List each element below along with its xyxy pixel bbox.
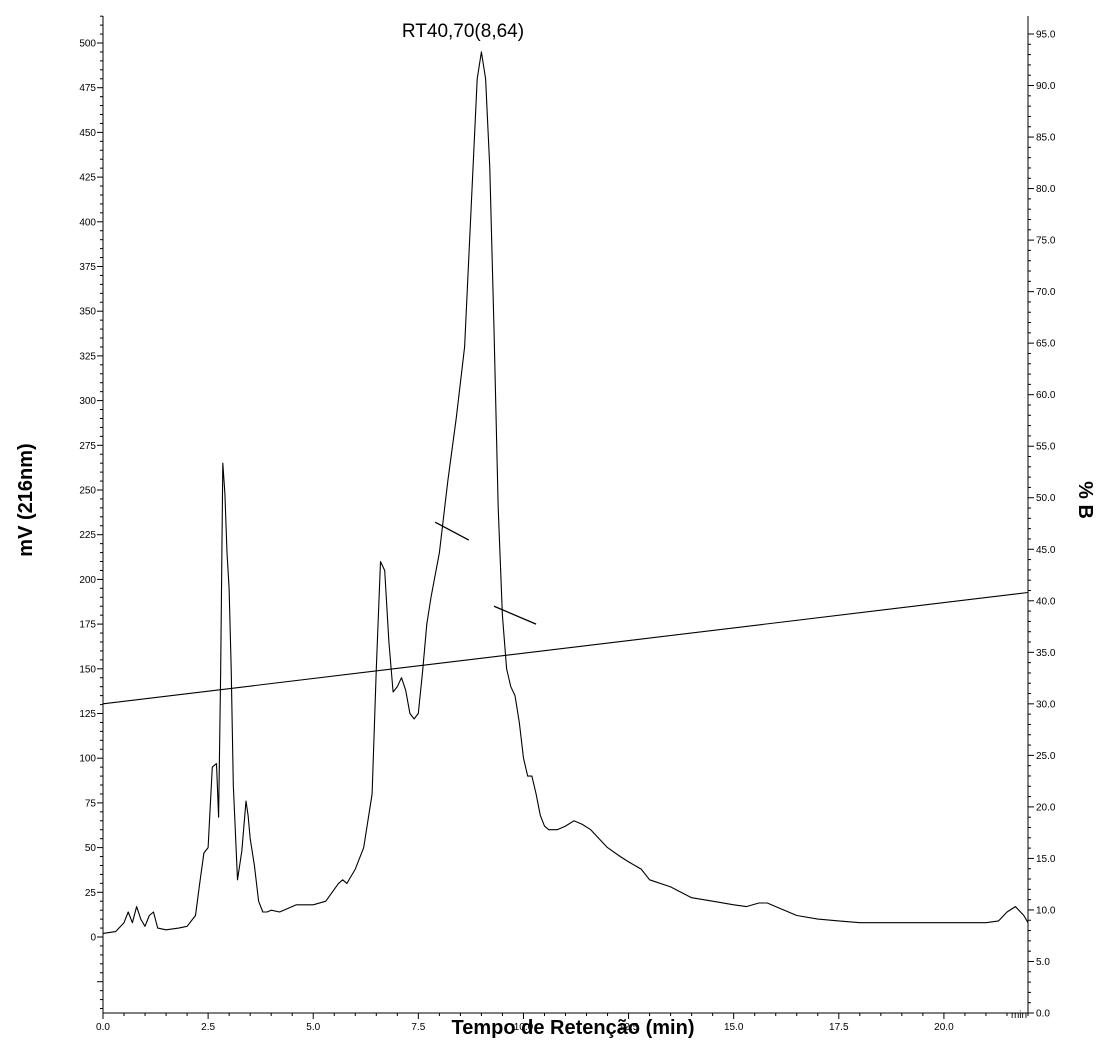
left-tick-label: 250 bbox=[79, 486, 96, 497]
left-tick-label: 0 bbox=[90, 933, 96, 944]
right-tick-label: 85.0 bbox=[1036, 133, 1056, 144]
right-tick-label: 95.0 bbox=[1036, 30, 1056, 41]
y-axis-right-label: % B bbox=[1074, 481, 1096, 519]
left-tick-label: 175 bbox=[79, 620, 96, 631]
left-tick-label: 100 bbox=[79, 754, 96, 765]
right-tick-label: 65.0 bbox=[1036, 339, 1056, 350]
peak-end-marker bbox=[493, 605, 537, 625]
left-tick-label: 225 bbox=[79, 530, 96, 541]
x-tick-label: 12.5 bbox=[619, 1022, 639, 1033]
left-tick-label: 50 bbox=[85, 843, 97, 854]
left-tick-label: 75 bbox=[85, 798, 97, 809]
left-tick-label: 325 bbox=[79, 351, 96, 362]
right-tick-label: 30.0 bbox=[1036, 699, 1056, 710]
right-tick-label: 80.0 bbox=[1036, 184, 1056, 195]
right-tick-label: 50.0 bbox=[1036, 493, 1056, 504]
chromatogram-trace bbox=[102, 51, 1029, 934]
right-tick-label: 45.0 bbox=[1036, 545, 1056, 556]
plot-frame bbox=[102, 16, 1029, 1014]
series-layer bbox=[102, 51, 1029, 934]
left-tick-label: 450 bbox=[79, 128, 96, 139]
x-tick-label: 10.0 bbox=[514, 1022, 534, 1033]
gradient-line bbox=[102, 591, 1029, 705]
right-tick-label: 0.0 bbox=[1036, 1009, 1050, 1020]
left-tick-label: 150 bbox=[79, 664, 96, 675]
y-axis-left-label: mV (216nm) bbox=[15, 443, 37, 556]
right-tick-label: 70.0 bbox=[1036, 287, 1056, 298]
x-tick-label: 5.0 bbox=[306, 1022, 320, 1033]
right-tick-label: 20.0 bbox=[1036, 802, 1056, 813]
right-tick-label: 10.0 bbox=[1036, 905, 1056, 916]
left-tick-label: 375 bbox=[79, 262, 96, 273]
left-tick-label: 125 bbox=[79, 709, 96, 720]
left-tick-label: 350 bbox=[79, 307, 96, 318]
left-tick-label: 300 bbox=[79, 396, 96, 407]
right-tick-label: 35.0 bbox=[1036, 648, 1056, 659]
x-tick-label: 15.0 bbox=[724, 1022, 744, 1033]
right-tick-label: 40.0 bbox=[1036, 596, 1056, 607]
right-tick-label: 15.0 bbox=[1036, 854, 1056, 865]
left-tick-label: 25 bbox=[85, 888, 97, 899]
x-tick-label: 2.5 bbox=[201, 1022, 215, 1033]
left-y-axis: 0 25 50 75 100 125 150 175 200 225 250 275 300 325 350… bbox=[79, 15, 103, 1010]
right-y-axis: 0.0 5.0 10.0 15.0 20.0 25.0 30.0 35.0 40.0 45.0 50… bbox=[1028, 30, 1056, 1020]
x-tick-label: 17.5 bbox=[829, 1022, 849, 1033]
x-tick-label: 0.0 bbox=[96, 1022, 110, 1033]
right-tick-label: 55.0 bbox=[1036, 442, 1056, 453]
left-tick-label: 425 bbox=[79, 173, 96, 184]
left-tick-label: 275 bbox=[79, 441, 96, 452]
x-tick-label: 20.0 bbox=[934, 1022, 954, 1033]
right-tick-label: 90.0 bbox=[1036, 81, 1056, 92]
x-axis-unit-label: min bbox=[1011, 1010, 1027, 1021]
left-tick-label: 200 bbox=[79, 575, 96, 586]
right-tick-label: 5.0 bbox=[1036, 957, 1050, 968]
integration-markers bbox=[434, 521, 537, 625]
left-tick-label: 475 bbox=[79, 83, 96, 94]
peak-annotation: RT40,70(8,64) bbox=[402, 21, 524, 42]
right-tick-label: 60.0 bbox=[1036, 390, 1056, 401]
peak-start-marker bbox=[434, 521, 470, 541]
right-tick-label: 75.0 bbox=[1036, 236, 1056, 247]
left-tick-label: 400 bbox=[79, 217, 96, 228]
right-tick-label: 25.0 bbox=[1036, 751, 1056, 762]
left-tick-label: 500 bbox=[79, 39, 96, 50]
x-axis: 0.0 2.5 5.0 7.5 10.0 12.5 15.0 17.5 20.0 bbox=[96, 1013, 1029, 1033]
x-axis-label: Tempo de Retenção (min) bbox=[452, 1017, 695, 1039]
x-tick-label: 7.5 bbox=[411, 1022, 425, 1033]
